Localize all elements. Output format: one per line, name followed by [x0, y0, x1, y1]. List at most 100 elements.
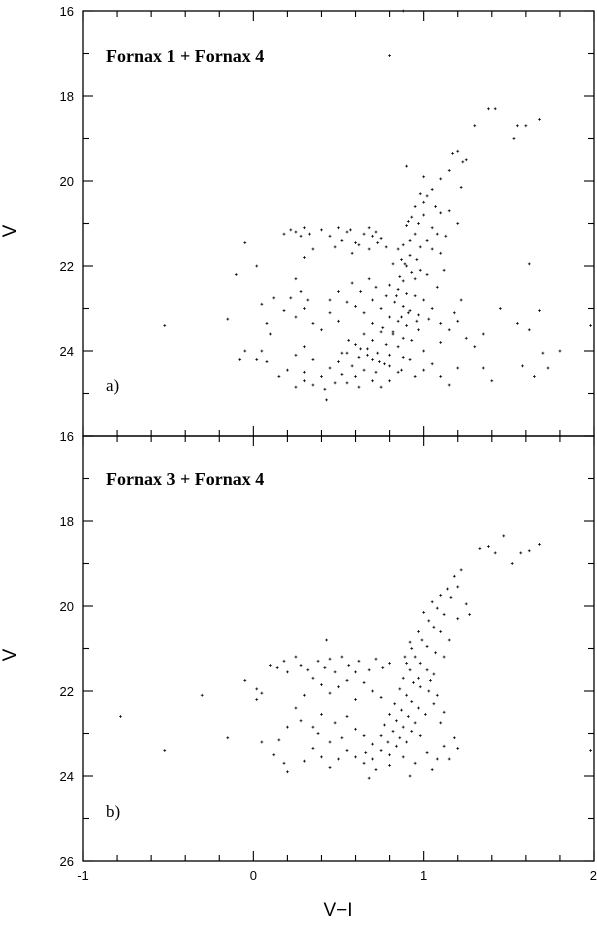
data-point [376, 351, 380, 355]
data-point [294, 353, 298, 357]
data-point [265, 321, 269, 325]
data-point [337, 319, 340, 323]
data-point [446, 587, 449, 591]
data-point [340, 372, 344, 376]
data-point [391, 330, 395, 334]
data-point [277, 738, 281, 742]
data-point [405, 264, 409, 268]
data-point [464, 336, 468, 340]
data-point [430, 247, 434, 251]
data-point [260, 740, 264, 744]
data-point [538, 542, 541, 546]
data-point [527, 262, 531, 266]
data-point [316, 659, 320, 663]
data-point [286, 368, 289, 372]
data-point [422, 213, 426, 217]
data-point [311, 746, 315, 750]
data-point [415, 319, 419, 323]
data-point [439, 593, 443, 597]
data-point [439, 630, 443, 633]
data-point [519, 551, 523, 555]
data-point [396, 319, 400, 323]
data-point [328, 234, 332, 238]
panel-a-label: a) [106, 376, 119, 395]
data-point [432, 672, 436, 676]
data-point [442, 268, 446, 272]
x-tick-label: 0 [250, 868, 257, 883]
data-point [303, 759, 306, 763]
panel-a-title: Fornax 1 + Fornax 4 [106, 46, 264, 66]
data-point [328, 311, 332, 315]
data-point [478, 547, 482, 551]
data-point [350, 251, 354, 255]
data-point [532, 375, 536, 378]
data-point [493, 107, 497, 111]
data-point [413, 294, 417, 298]
data-point [357, 243, 361, 247]
data-point [384, 245, 388, 249]
data-point [418, 245, 422, 249]
data-point [434, 205, 437, 208]
data-point [311, 321, 315, 325]
data-point [286, 725, 289, 729]
data-point [374, 230, 378, 234]
data-point [340, 655, 344, 659]
data-point [406, 219, 410, 223]
data-point [490, 379, 494, 383]
y-tick-label: 16 [60, 4, 74, 19]
data-point [299, 664, 303, 667]
panel-b-ticks [82, 435, 595, 862]
data-point [371, 757, 374, 761]
data-point [388, 763, 391, 767]
data-point [447, 168, 451, 172]
data-point [413, 375, 417, 378]
panel-a: 16 18 20 22 24 Fornax 1 + Fornax 4 a) V [0, 4, 595, 437]
panel-b-title: Fornax 3 + Fornax 4 [106, 469, 264, 489]
panel-a-points [163, 9, 592, 402]
data-point [498, 307, 502, 310]
data-point [405, 693, 409, 697]
data-point [328, 691, 332, 695]
data-point [379, 734, 383, 738]
x-tick-label: 1 [420, 868, 427, 883]
panel-a-y-tick-labels: 16 18 20 22 24 [60, 4, 74, 359]
data-point [527, 328, 531, 332]
data-point [303, 693, 306, 697]
data-point [422, 200, 426, 204]
data-point [417, 706, 420, 710]
data-point [538, 117, 541, 121]
data-point [333, 721, 337, 725]
data-point [294, 385, 298, 389]
data-point [435, 285, 439, 289]
data-point [359, 290, 363, 293]
data-point [401, 355, 405, 359]
data-point [400, 315, 403, 319]
data-point [345, 715, 349, 718]
data-point [456, 617, 460, 621]
data-point [410, 729, 414, 733]
data-point [371, 234, 374, 238]
data-point [374, 285, 378, 289]
data-point [456, 222, 460, 225]
data-point [328, 298, 332, 302]
data-point [366, 347, 369, 351]
data-point [452, 574, 456, 578]
data-point [367, 668, 371, 672]
data-point [417, 630, 420, 633]
data-point [439, 375, 443, 378]
data-point [418, 685, 422, 689]
data-point [512, 137, 516, 140]
data-point [243, 241, 247, 245]
data-point [439, 341, 443, 344]
y-tick-label: 26 [60, 854, 74, 869]
data-point [345, 300, 349, 304]
data-point [362, 368, 366, 372]
data-point [303, 307, 306, 310]
data-point [398, 736, 402, 740]
data-point [379, 749, 383, 752]
data-point [260, 302, 264, 306]
data-point [383, 723, 386, 727]
data-point [449, 596, 453, 599]
data-point [323, 666, 327, 670]
